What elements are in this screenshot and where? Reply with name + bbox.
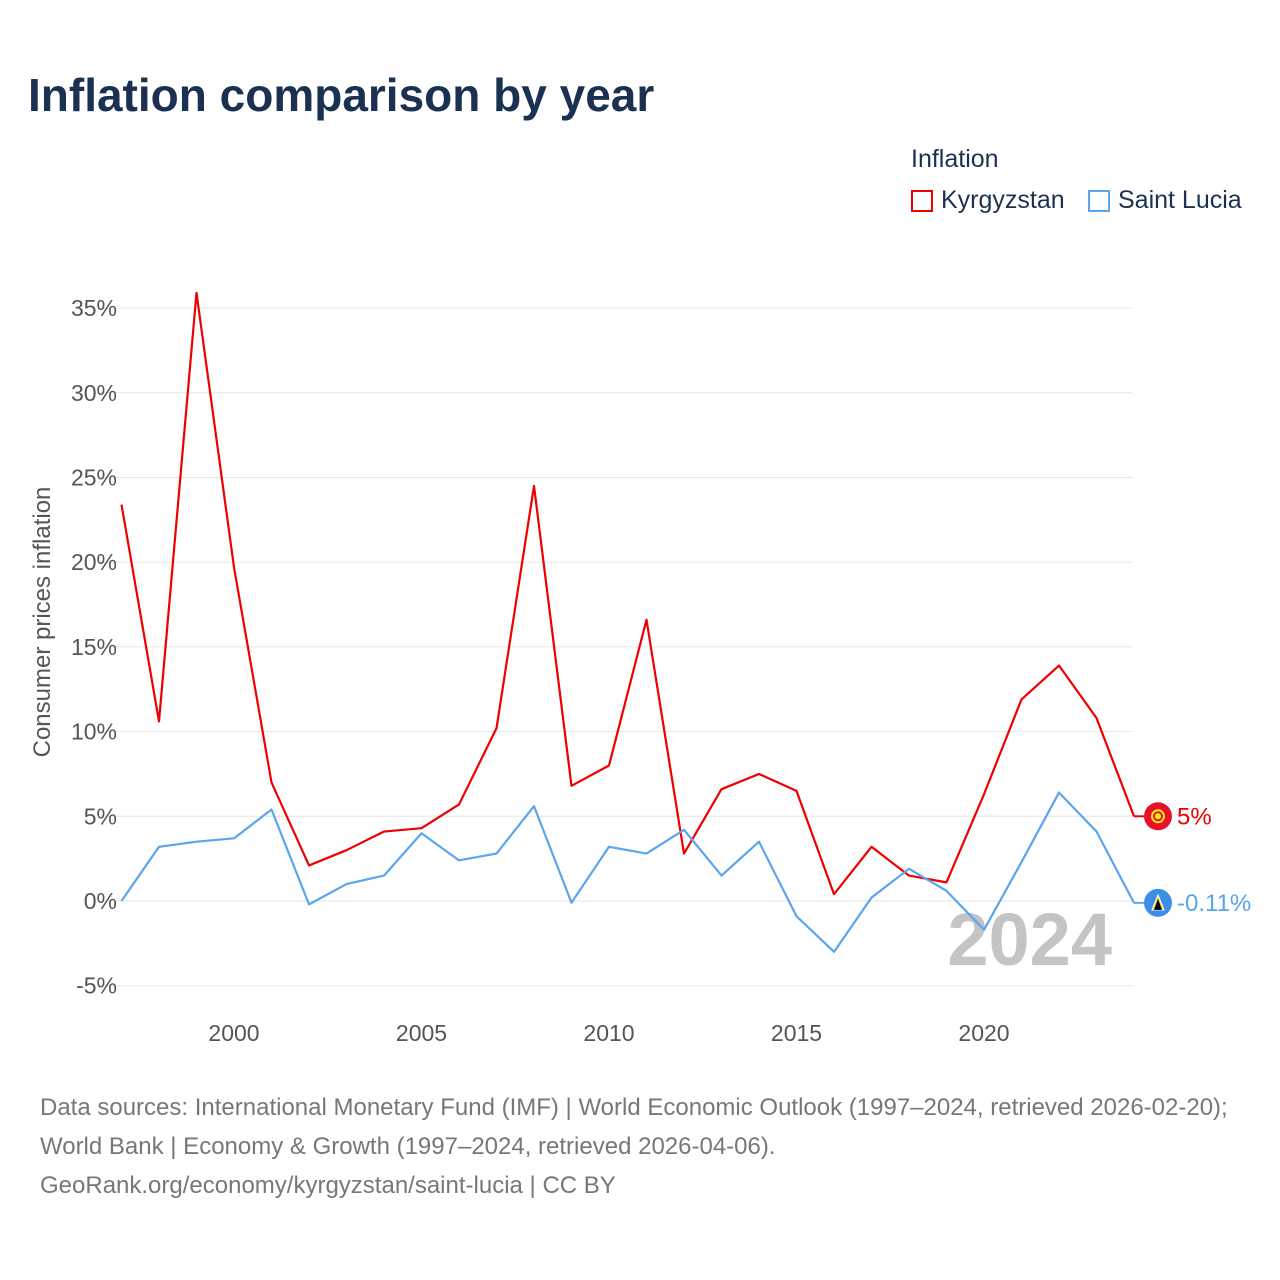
legend-label: Kyrgyzstan <box>941 186 1065 214</box>
y-tick-label: 0% <box>84 888 117 914</box>
legend-label: Saint Lucia <box>1118 186 1242 214</box>
source-note: Data sources: International Monetary Fun… <box>40 1088 1250 1205</box>
source-line: Data sources: International Monetary Fun… <box>40 1094 1228 1160</box>
saint-lucia-flag-icon <box>1144 888 1172 917</box>
y-tick-label: 30% <box>71 380 117 406</box>
source-url[interactable]: GeoRank.org/economy/kyrgyzstan/saint-luc… <box>40 1172 616 1199</box>
y-tick-label: 10% <box>71 719 117 745</box>
x-tick-label: 2005 <box>396 1020 447 1046</box>
legend-swatch-kyrgyzstan <box>911 189 933 212</box>
end-value-label-kyrgyzstan: 5% <box>1177 803 1212 830</box>
legend-item-kyrgyzstan[interactable]: Kyrgyzstan <box>911 186 1065 215</box>
y-tick-label: 20% <box>71 549 117 575</box>
y-tick-label: 25% <box>71 465 117 491</box>
x-tick-label: 2015 <box>771 1020 822 1046</box>
series-line-saint-lucia <box>120 791 1135 953</box>
y-tick-label: -5% <box>76 973 117 999</box>
year-watermark: 2024 <box>947 898 1112 981</box>
y-tick-label: 15% <box>71 634 117 660</box>
kyrgyzstan-flag-icon <box>1144 802 1172 831</box>
legend-swatch-saint-lucia <box>1088 189 1110 212</box>
x-tick-label: 2010 <box>583 1020 634 1046</box>
chart-title: Inflation comparison by year <box>28 69 655 121</box>
legend-title: Inflation <box>911 145 999 173</box>
x-tick-label: 2000 <box>208 1020 259 1046</box>
y-tick-label: 5% <box>84 803 117 829</box>
y-axis-label: Consumer prices inflation <box>29 487 56 758</box>
end-value-label-saint-lucia: -0.11% <box>1177 890 1251 917</box>
x-tick-label: 2020 <box>958 1020 1009 1046</box>
series-line-kyrgyzstan <box>120 291 1136 896</box>
y-tick-label: 35% <box>71 295 117 321</box>
legend-item-saint-lucia[interactable]: Saint Lucia <box>1088 186 1242 215</box>
